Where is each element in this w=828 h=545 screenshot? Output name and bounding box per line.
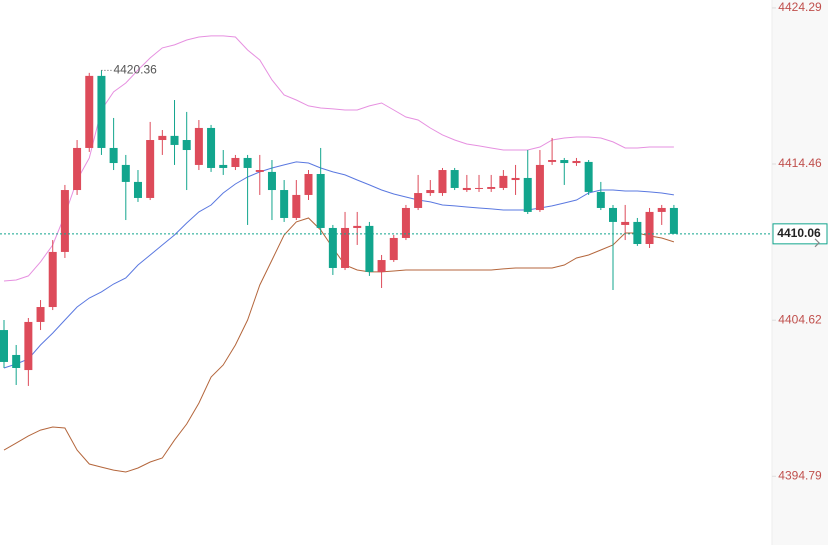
expand-arrow (814, 238, 820, 248)
candle-body (657, 207, 666, 212)
y-tick-label: 4414.46 (778, 156, 822, 170)
candle-body (316, 173, 325, 228)
last-price-box (772, 223, 828, 245)
candle-body (621, 221, 630, 225)
candle-body (341, 227, 350, 268)
candle-body (487, 187, 496, 189)
candle-body (280, 190, 289, 218)
candle-body (73, 147, 82, 191)
candle-body (207, 127, 216, 168)
candle-body (475, 187, 484, 189)
candle-body (401, 207, 410, 238)
candle-body (353, 225, 362, 228)
candle-body (389, 237, 398, 261)
candle-body (426, 190, 435, 194)
candle-body (97, 75, 106, 148)
candle-body (450, 170, 459, 188)
candle-body (584, 161, 593, 192)
candle-body (328, 227, 337, 268)
candle-body (572, 160, 581, 164)
y-tick-label: 4394.79 (778, 468, 822, 482)
candle-body (304, 173, 313, 195)
max-label: 4420.36 (113, 62, 157, 76)
band-line (3, 217, 675, 473)
band-line (3, 161, 674, 369)
y-tick-label: 4424.29 (778, 0, 822, 14)
candle-body (36, 307, 45, 322)
candle-body (219, 164, 228, 168)
candle-body (377, 260, 386, 272)
last-price-label: 4410.06 (777, 226, 821, 240)
band-line (3, 35, 674, 282)
candle-body (462, 187, 471, 191)
y-tick-label: 4404.62 (778, 312, 822, 326)
candle-body (255, 170, 264, 172)
candle-body (523, 177, 532, 212)
price-axis-panel (772, 0, 828, 545)
candle-body (60, 190, 69, 252)
candle-body (109, 147, 118, 164)
candle-body (511, 177, 520, 181)
candle-body (414, 193, 423, 208)
candle-body (243, 157, 252, 168)
candle-body (12, 354, 21, 368)
candle-body (146, 140, 155, 198)
candle-body (24, 321, 33, 371)
candle-body (48, 251, 57, 308)
candle-body (267, 171, 276, 191)
candle-body (669, 207, 678, 234)
candle-body (438, 170, 447, 194)
candle-body (633, 221, 642, 245)
candle-body (609, 207, 617, 222)
candle-body (170, 135, 179, 145)
candle-body (133, 181, 142, 198)
candle-body (560, 160, 569, 164)
candle-body (85, 75, 94, 148)
candle-body (645, 211, 654, 245)
candle-body (0, 330, 8, 362)
candle-body (596, 191, 605, 208)
candle-body (158, 135, 167, 141)
candle-body (499, 175, 508, 188)
candle-body (548, 160, 557, 162)
candle-body (182, 140, 191, 151)
candle-body (194, 127, 203, 165)
candle-body (292, 194, 301, 218)
candle-body (231, 157, 240, 168)
candle-body (121, 164, 130, 182)
candle-body (365, 225, 374, 272)
candle-body (535, 164, 544, 211)
